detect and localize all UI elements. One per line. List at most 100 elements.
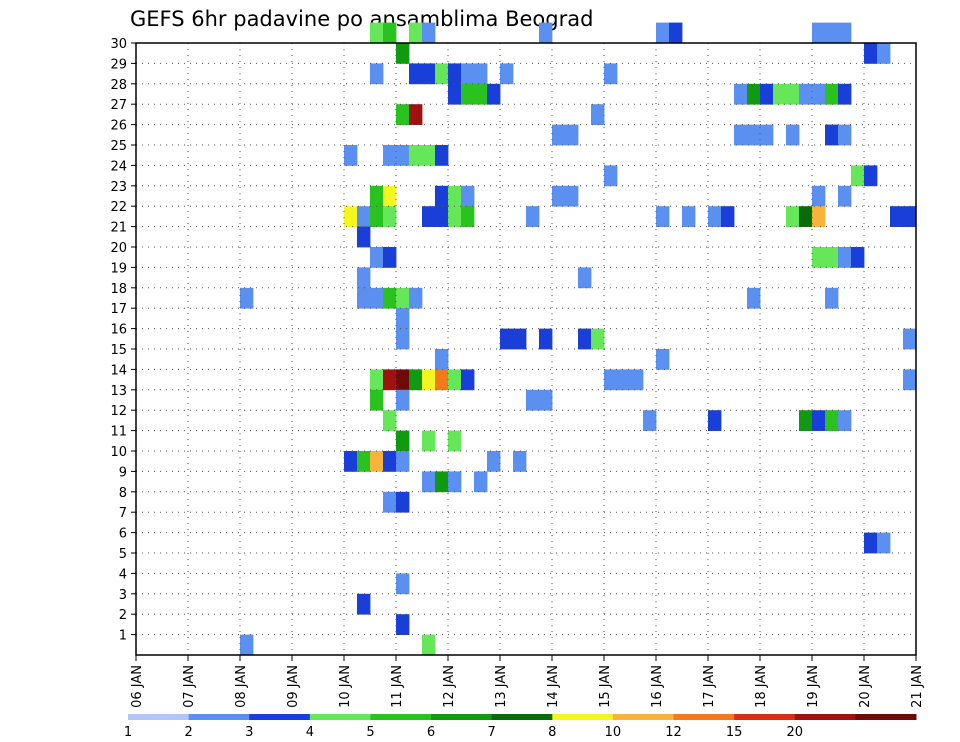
- y-tick-label: 12: [110, 404, 127, 419]
- y-tick-label: 20: [110, 241, 127, 256]
- heatmap-cell: [669, 22, 683, 44]
- heatmap-cell: [474, 83, 488, 105]
- heatmap-cell: [409, 22, 423, 44]
- heatmap-cell: [344, 145, 358, 166]
- heatmap-cell: [435, 63, 449, 85]
- y-tick-label: 17: [110, 302, 127, 317]
- y-tick-label: 10: [110, 445, 127, 460]
- heatmap-cell: [396, 491, 410, 513]
- heatmap-cell: [383, 287, 397, 309]
- colorbar-label: 6: [427, 725, 435, 740]
- heatmap-cell: [383, 491, 397, 513]
- y-tick-label: 30: [110, 37, 127, 52]
- heatmap-cell: [396, 573, 410, 595]
- heatmap-cell: [370, 451, 384, 472]
- heatmap-cell: [461, 63, 475, 85]
- heatmap-cell: [799, 83, 813, 105]
- colorbar-legend: 1 2 3 4 5 6 7 8 10 12 15 20: [124, 714, 917, 740]
- x-tick-label: 09 JAN: [286, 665, 301, 708]
- y-tick-label: 2: [119, 608, 127, 623]
- heatmap-cell: [500, 63, 514, 85]
- heatmap-cell: [903, 328, 917, 350]
- heatmap-cell: [396, 451, 410, 472]
- heatmap-cell: [838, 410, 852, 431]
- heatmap-cell: [435, 145, 449, 166]
- heatmap-cell: [838, 22, 852, 44]
- heatmap-cell: [513, 451, 527, 472]
- y-tick-label: 22: [110, 200, 127, 215]
- heatmap-cell: [825, 83, 839, 105]
- heatmap-cell: [383, 369, 397, 391]
- heatmap-cell: [578, 328, 592, 350]
- colorbar-label: 20: [786, 725, 803, 740]
- x-tick-label: 13 JAN: [494, 665, 509, 708]
- heatmap-cell: [370, 287, 384, 309]
- heatmap-cell: [539, 328, 553, 350]
- x-tick-label: 12 JAN: [442, 665, 457, 708]
- heatmap-cell: [851, 247, 865, 268]
- heatmap-cell: [383, 185, 397, 207]
- y-tick-label: 28: [110, 78, 127, 93]
- y-tick-label: 6: [119, 527, 127, 542]
- y-tick-label: 19: [110, 261, 127, 276]
- heatmap-cell: [448, 430, 462, 452]
- x-tick-label: 11 JAN: [390, 665, 405, 708]
- heatmap-cell: [604, 369, 618, 391]
- heatmap-cell: [461, 369, 475, 391]
- heatmap-cell: [422, 471, 436, 493]
- heatmap-cell: [734, 124, 748, 146]
- heatmap-cell: [383, 145, 397, 166]
- y-tick-label: 21: [110, 221, 127, 236]
- heatmap-cell: [370, 185, 384, 207]
- heatmap-cell: [396, 145, 410, 166]
- heatmap-cell: [370, 369, 384, 391]
- heatmap-cell: [864, 165, 878, 187]
- heatmap-cell: [682, 206, 696, 227]
- heatmap-cell: [409, 145, 423, 166]
- heatmap-cell: [799, 206, 813, 227]
- colorbar-swatch: [249, 714, 311, 720]
- heatmap-cell: [487, 83, 501, 105]
- x-tick-label: 10 JAN: [338, 665, 353, 708]
- colorbar-label: 12: [665, 725, 682, 740]
- heatmap-cell: [760, 83, 774, 105]
- colorbar-label: 10: [605, 725, 622, 740]
- y-tick-label: 23: [110, 180, 127, 195]
- heatmap-cell: [539, 22, 553, 44]
- x-tick-label: 19 JAN: [806, 665, 821, 708]
- heatmap-cell: [422, 206, 436, 227]
- heatmap-cell: [630, 369, 644, 391]
- heatmap-cell: [240, 634, 254, 656]
- grid-lines: [136, 43, 916, 655]
- heatmap-cell: [604, 63, 618, 85]
- heatmap-cell: [409, 287, 423, 309]
- colorbar-label: 15: [726, 725, 743, 740]
- heatmap-cell: [409, 63, 423, 85]
- colorbar-label: 7: [488, 725, 496, 740]
- x-tick-label: 17 JAN: [702, 665, 717, 708]
- colorbar-label: 8: [548, 725, 556, 740]
- heatmap-cell: [604, 165, 618, 187]
- heatmap-cell: [474, 471, 488, 493]
- heatmap-cell: [422, 634, 436, 656]
- heatmap-cell: [734, 83, 748, 105]
- heatmap-cell: [448, 185, 462, 207]
- heatmap-cell: [461, 185, 475, 207]
- heatmap-cell: [422, 430, 436, 452]
- colorbar-label: 5: [366, 725, 374, 740]
- x-tick-label: 07 JAN: [182, 665, 197, 708]
- y-tick-label: 7: [119, 506, 127, 521]
- heatmap-cell: [903, 369, 917, 391]
- heatmap-cell: [448, 63, 462, 85]
- y-tick-label: 5: [119, 547, 127, 562]
- heatmap-cell: [591, 328, 605, 350]
- colorbar-swatch: [612, 714, 675, 720]
- heatmap-cell: [708, 206, 722, 227]
- heatmap-cell: [838, 247, 852, 268]
- heatmap-cell: [552, 124, 566, 146]
- heatmap-cell: [370, 63, 384, 85]
- heatmap-cell: [435, 369, 449, 391]
- heatmap-cell: [370, 247, 384, 268]
- heatmap-cell: [461, 83, 475, 105]
- heatmap-cell: [240, 287, 254, 309]
